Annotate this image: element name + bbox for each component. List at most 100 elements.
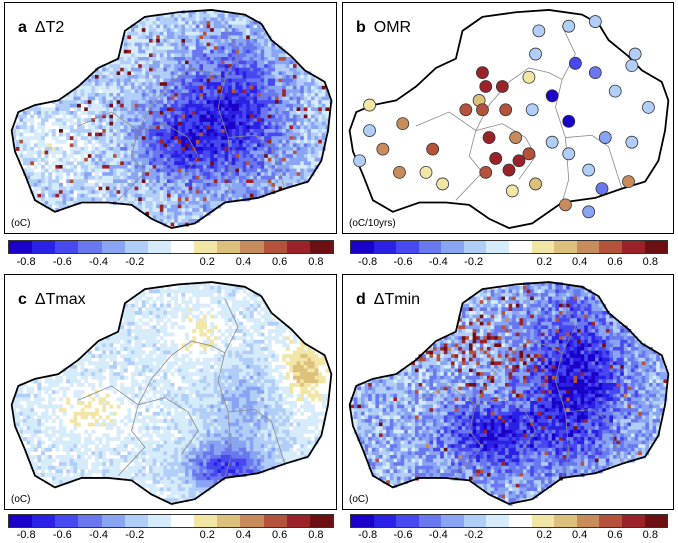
station-marker bbox=[545, 135, 559, 149]
colorbar-tick-label: 0.8 bbox=[642, 256, 658, 268]
colorbar-tick-label: 0.6 bbox=[607, 529, 623, 541]
colorbar-tick-label: -0.4 bbox=[428, 529, 448, 541]
station-marker bbox=[522, 147, 536, 161]
province-boundary bbox=[475, 354, 510, 405]
colorbar-a-ticks: -0.8 -0.6 -0.4 -0.2 0.2 0.4 0.6 0.8 bbox=[8, 256, 334, 270]
station-marker bbox=[588, 15, 602, 28]
colorbar-tick-label: -0.6 bbox=[52, 256, 72, 268]
colorbar-swatch bbox=[373, 241, 397, 253]
panel-c-unit: (oC) bbox=[11, 494, 31, 505]
colorbar-swatch bbox=[509, 515, 532, 527]
colorbar-swatch bbox=[286, 241, 310, 253]
colorbar-tick-label: -0.4 bbox=[89, 529, 109, 541]
colorbar-swatch bbox=[286, 515, 310, 527]
colorbar-swatch bbox=[217, 241, 241, 253]
colorbar-tick-label: -0.2 bbox=[125, 256, 145, 268]
colorbar-swatch bbox=[644, 241, 668, 253]
colorbar-swatch bbox=[32, 515, 56, 527]
grid-cells bbox=[12, 10, 333, 227]
panel-c-title: ΔTmax bbox=[34, 291, 86, 308]
colorbar-swatch bbox=[55, 515, 79, 527]
province-boundary bbox=[475, 397, 537, 455]
panel-d-title: ΔTmin bbox=[373, 291, 421, 308]
province-boundary bbox=[228, 134, 286, 189]
station-marker bbox=[545, 89, 559, 103]
colorbar-swatch bbox=[32, 241, 56, 253]
panel-b-label: b OMR bbox=[356, 19, 412, 36]
province-boundary bbox=[228, 409, 286, 464]
colorbar-tick-label: 0.8 bbox=[308, 529, 324, 541]
region-outline bbox=[10, 9, 333, 229]
station-marker bbox=[499, 103, 513, 117]
colorbar-swatch bbox=[101, 515, 125, 527]
colorbar-swatch bbox=[263, 515, 287, 527]
station-marker bbox=[562, 147, 576, 161]
colorbar-tick-label: -0.6 bbox=[393, 529, 413, 541]
colorbar-swatch bbox=[124, 241, 148, 253]
panel-b-title: OMR bbox=[373, 19, 412, 36]
station-marker bbox=[396, 117, 410, 131]
colorbar-tick-label: 0.6 bbox=[607, 256, 623, 268]
station-marker bbox=[489, 152, 503, 165]
station-marker bbox=[512, 154, 526, 168]
colorbar-swatch bbox=[531, 515, 555, 527]
colorbar-swatch bbox=[576, 515, 600, 527]
colorbar-swatch bbox=[509, 241, 532, 253]
station-marker bbox=[419, 165, 433, 179]
colorbar-swatch bbox=[78, 515, 102, 527]
colorbar-swatch bbox=[599, 241, 622, 253]
station-marker bbox=[559, 198, 572, 212]
map-a bbox=[10, 9, 333, 229]
province-boundary bbox=[508, 340, 563, 356]
province-boundary bbox=[138, 397, 199, 455]
colorbar-swatch bbox=[309, 515, 333, 527]
province-boundary bbox=[565, 409, 623, 464]
colorbar-c-ticks: -0.8 -0.6 -0.4 -0.2 0.2 0.4 0.6 0.8 bbox=[8, 529, 334, 543]
province-boundary bbox=[138, 123, 199, 180]
colorbar-swatch bbox=[147, 241, 171, 253]
province-boundary bbox=[78, 111, 146, 201]
colorbar-b bbox=[350, 240, 668, 254]
colorbar-tick-label: -0.2 bbox=[125, 529, 145, 541]
panel-a-title: ΔT2 bbox=[34, 19, 65, 36]
colorbar-tick-label: 0.8 bbox=[308, 256, 324, 268]
colorbar-tick-label: -0.2 bbox=[464, 256, 484, 268]
station-marker bbox=[495, 80, 509, 93]
station-marker bbox=[476, 103, 489, 117]
station-marker bbox=[509, 131, 523, 144]
colorbar-swatch bbox=[531, 241, 555, 253]
colorbar-swatch bbox=[263, 241, 287, 253]
station-marker bbox=[588, 66, 602, 79]
colorbar-swatch bbox=[55, 241, 79, 253]
colorbar-tick-label: 0.6 bbox=[272, 256, 288, 268]
colorbar-swatch bbox=[396, 241, 419, 253]
colorbar-swatch bbox=[486, 515, 510, 527]
province-boundary bbox=[171, 340, 225, 356]
colorbar-swatch bbox=[194, 241, 218, 253]
map-b bbox=[348, 9, 670, 229]
colorbar-swatch bbox=[351, 515, 374, 527]
station-marker bbox=[628, 47, 642, 61]
station-marker bbox=[625, 59, 639, 73]
province-boundary bbox=[508, 67, 563, 83]
station-marker bbox=[582, 205, 596, 219]
colorbar-swatch bbox=[147, 515, 171, 527]
map-d bbox=[348, 281, 670, 506]
region-outline bbox=[10, 281, 333, 505]
colorbar-swatch bbox=[351, 241, 374, 253]
station-marker bbox=[459, 103, 473, 117]
panel-d: d ΔTmin (oC) bbox=[342, 274, 674, 510]
colorbar-tick-label: 0.2 bbox=[536, 256, 552, 268]
colorbar-tick-label: -0.4 bbox=[89, 256, 109, 268]
station-marker bbox=[426, 142, 440, 156]
colorbar-tick-label: -0.4 bbox=[428, 256, 448, 268]
panel-b: b OMR (oC/10yrs) bbox=[342, 2, 674, 234]
station-marker bbox=[363, 124, 376, 137]
station-marker bbox=[479, 80, 493, 93]
panel-a: a ΔT2 (oC) bbox=[4, 2, 337, 234]
station-marker bbox=[476, 66, 489, 79]
colorbar-c bbox=[8, 514, 334, 528]
colorbar-swatch bbox=[441, 241, 464, 253]
colorbar-swatch bbox=[418, 515, 442, 527]
province-boundary bbox=[475, 123, 537, 180]
